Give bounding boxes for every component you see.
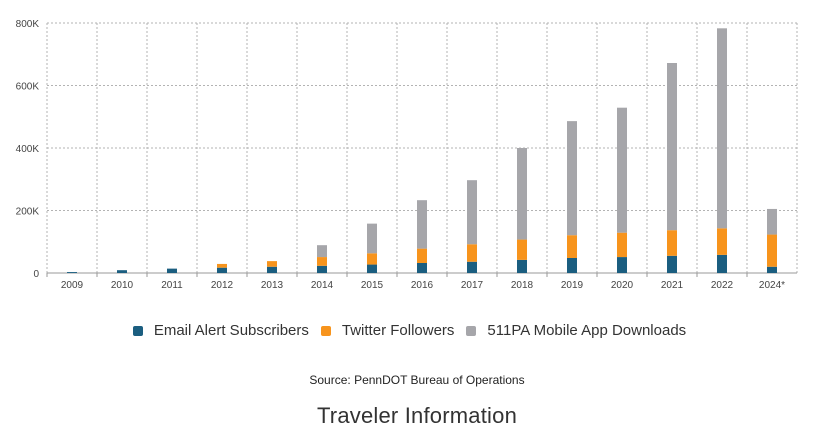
bar-segment (267, 266, 277, 273)
bar-segment (767, 208, 777, 235)
bar-segment (67, 272, 77, 273)
y-tick-label: 0 (33, 269, 39, 280)
bar-segment (317, 257, 327, 266)
bar-segment (467, 180, 477, 245)
legend-swatch-email (132, 325, 143, 336)
x-tick-label: 2021 (661, 280, 684, 291)
bar-segment (417, 248, 427, 263)
x-tick-label: 2020 (611, 280, 634, 291)
x-tick-label: 2013 (261, 280, 284, 291)
bar-segment (517, 148, 527, 240)
x-tick-label: 2010 (111, 280, 134, 291)
x-tick-label: 2014 (311, 280, 334, 291)
bar-segment (667, 255, 677, 273)
x-tick-label: 2022 (711, 280, 734, 291)
bar-segment (367, 223, 377, 254)
bar-segment (217, 267, 227, 273)
bar-segment (467, 244, 477, 262)
x-tick-label: 2015 (361, 280, 384, 291)
x-tick-label: 2009 (61, 280, 84, 291)
bar-segment (717, 228, 727, 255)
legend-item-twitter[interactable]: Twitter Followers (320, 322, 455, 339)
bar-segment (517, 259, 527, 273)
bar-segment (367, 253, 377, 265)
y-tick-label: 200K (16, 207, 40, 218)
x-tick-label: 2017 (461, 280, 484, 291)
legend-label-twitter: Twitter Followers (341, 322, 455, 339)
bar-segment (467, 261, 477, 273)
x-tick-label: 2011 (161, 280, 183, 291)
bar-segment (667, 230, 677, 256)
bar-segment (417, 200, 427, 249)
section-title: Traveler Information (316, 403, 518, 428)
legend: Email Alert Subscribers Twitter Follower… (0, 322, 819, 339)
bar-segment (567, 258, 577, 273)
bar-segment (167, 268, 177, 273)
bar-segment (417, 263, 427, 273)
legend-swatch-app (466, 325, 477, 336)
x-tick-label: 2012 (211, 280, 234, 291)
bar-segment (617, 257, 627, 273)
stacked-bar-chart: 0 200K 400K 600K 800K 2009 2010 2011 2012 2013 201… (16, 19, 798, 291)
legend-swatch-twitter (320, 325, 331, 336)
x-tick-label: 2018 (511, 280, 534, 291)
bar-segment (317, 265, 327, 273)
bar-segment (367, 264, 377, 273)
legend-item-email[interactable]: Email Alert Subscribers (132, 322, 309, 339)
y-tick-label: 800K (16, 19, 40, 30)
bar-segment (217, 263, 227, 268)
bar-segment (617, 232, 627, 258)
bar-segment (617, 107, 627, 233)
bar-segment (717, 254, 727, 273)
y-tick-label: 400K (16, 144, 40, 155)
bar-segment (317, 245, 327, 258)
bar-segment (567, 121, 577, 236)
legend-item-app[interactable]: 511PA Mobile App Downloads (466, 322, 686, 339)
bar-segment (267, 261, 277, 267)
bar-segment (517, 239, 527, 260)
x-tick-label: 2016 (411, 280, 434, 291)
bar-segment (117, 270, 127, 273)
x-tick-label: 2024* (759, 280, 785, 291)
bar-segment (667, 63, 677, 231)
source-note: Source: PennDOT Bureau of Operations (309, 373, 525, 387)
y-tick-label: 600K (16, 82, 40, 93)
x-tick-label: 2019 (561, 280, 584, 291)
bar-segment (767, 266, 777, 273)
legend-label-email: Email Alert Subscribers (153, 322, 309, 339)
bar-segment (567, 235, 577, 258)
bar-segment (717, 28, 727, 229)
chart: 0 200K 400K 600K 800K 2009 2010 2011 2012 2013 201… (16, 19, 798, 291)
legend-label-app: 511PA Mobile App Downloads (487, 322, 687, 339)
bar-segment (767, 234, 777, 267)
